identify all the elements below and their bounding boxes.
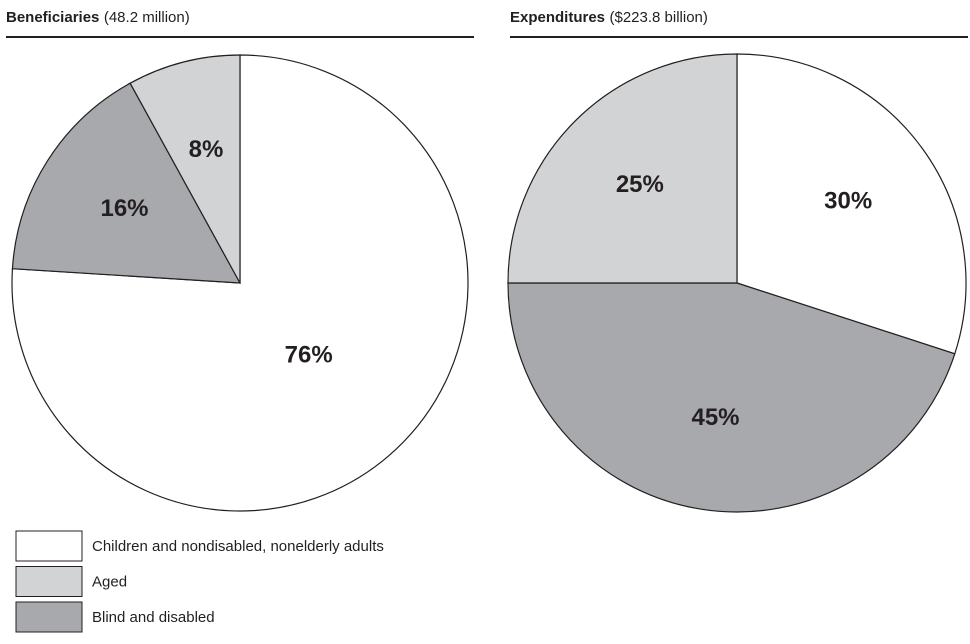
pie-slice xyxy=(129,54,241,284)
data-label: 30% xyxy=(824,188,872,215)
chart-subtitle: ($223.8 billion) xyxy=(609,9,707,26)
legend-swatch xyxy=(15,566,83,597)
data-label: 16% xyxy=(100,195,148,222)
pie-slice xyxy=(11,54,469,512)
data-label: 8% xyxy=(189,136,224,163)
data-label: 25% xyxy=(616,171,664,198)
chart-subtitle: (48.2 million) xyxy=(104,9,190,26)
chart-title-line: Expenditures ($223.8 billion) xyxy=(510,9,708,26)
legend-label: Aged xyxy=(92,573,127,590)
pie-slice xyxy=(11,82,242,284)
chart-title: Beneficiaries xyxy=(6,9,99,26)
legend-label: Blind and disabled xyxy=(92,609,215,626)
data-label: 45% xyxy=(691,404,739,431)
pie-slice xyxy=(736,53,967,355)
chart-title: Expenditures xyxy=(510,9,605,26)
pie-slice xyxy=(507,282,956,513)
legend-swatch xyxy=(15,601,83,633)
legend-label: Children and nondisabled, nonelderly adu… xyxy=(92,538,384,555)
chart-title-line: Beneficiaries (48.2 million) xyxy=(6,9,190,26)
pie-slice xyxy=(507,53,738,284)
legend-swatch xyxy=(15,530,83,562)
data-label: 76% xyxy=(285,341,333,368)
